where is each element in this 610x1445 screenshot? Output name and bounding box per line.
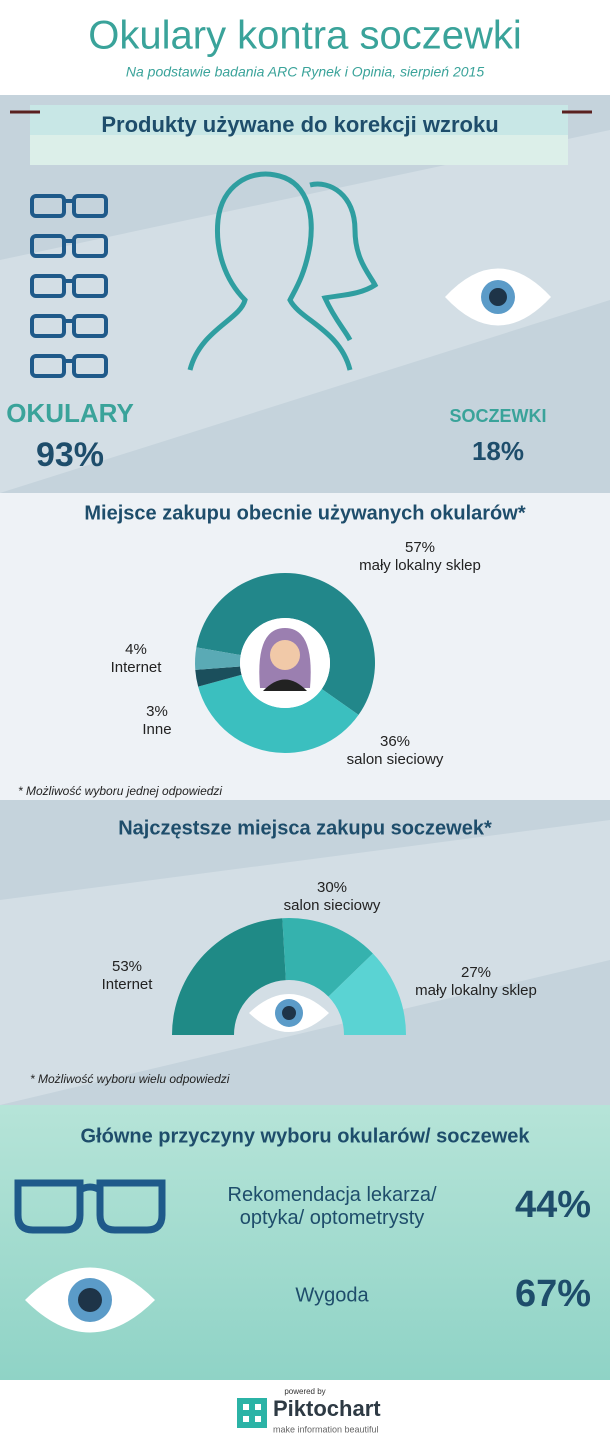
category-label: mały lokalny sklep bbox=[359, 557, 481, 574]
stat-label: SOCZEWKI bbox=[450, 406, 547, 426]
category-label: salon sieciowy bbox=[347, 751, 444, 768]
stat-value: 18% bbox=[472, 436, 524, 466]
header-bg bbox=[0, 0, 610, 95]
tagline: make information beautiful bbox=[273, 1424, 379, 1434]
reason-value: 67% bbox=[515, 1273, 591, 1315]
subtitle: Na podstawie badania ARC Rynek i Opinia,… bbox=[126, 64, 484, 80]
slice bbox=[195, 666, 242, 687]
footnote: * Możliwość wyboru jednej odpowiedzi bbox=[18, 784, 222, 798]
reason-label: optyka/ optometrysty bbox=[240, 1207, 425, 1229]
section-bg bbox=[0, 1105, 610, 1380]
eye-pupil bbox=[282, 1006, 296, 1020]
brand: Piktochart bbox=[273, 1396, 381, 1421]
section-title: Główne przyczyny wyboru okularów/ soczew… bbox=[80, 1125, 530, 1147]
value-label: 27% bbox=[461, 964, 491, 981]
reason-label: Wygoda bbox=[295, 1284, 369, 1306]
logo-icon bbox=[237, 1398, 267, 1428]
category-label: Inne bbox=[142, 721, 171, 738]
glasses-icon bbox=[14, 1179, 166, 1234]
value-label: 3% bbox=[146, 703, 168, 720]
category-label: Internet bbox=[111, 659, 163, 676]
slice bbox=[328, 953, 406, 1035]
value-label: 4% bbox=[125, 641, 147, 658]
chart-title: Najczęstsze miejsca zakupu soczewek* bbox=[118, 817, 492, 839]
banner-top bbox=[30, 105, 568, 135]
eye-icon bbox=[25, 1267, 155, 1333]
reason-label: Rekomendacja lekarza/ bbox=[228, 1184, 437, 1206]
stat-label: OKULARY bbox=[6, 398, 134, 428]
title: Okulary kontra soczewki bbox=[88, 14, 521, 58]
category-label: mały lokalny sklep bbox=[415, 982, 537, 999]
slice bbox=[196, 573, 375, 715]
footnote: * Możliwość wyboru wielu odpowiedzi bbox=[30, 1072, 230, 1086]
category-label: salon sieciowy bbox=[284, 897, 381, 914]
category-label: Internet bbox=[102, 976, 154, 993]
chart-title: Miejsce zakupu obecnie używanych okularó… bbox=[84, 502, 525, 524]
value-label: 57% bbox=[405, 539, 435, 556]
reason-value: 44% bbox=[515, 1184, 591, 1226]
section-title: Produkty używane do korekcji wzroku bbox=[101, 112, 498, 137]
eye-icon bbox=[445, 268, 551, 326]
value-label: 30% bbox=[317, 879, 347, 896]
value-label: 53% bbox=[112, 958, 142, 975]
heads-icon bbox=[187, 171, 379, 371]
slice bbox=[198, 674, 359, 754]
slice bbox=[195, 647, 241, 670]
decor bbox=[0, 130, 610, 493]
avatar-face bbox=[270, 640, 300, 670]
footer-bg bbox=[0, 1380, 610, 1440]
powered-by: powered by bbox=[284, 1387, 325, 1396]
value-label: 36% bbox=[380, 733, 410, 750]
slice bbox=[172, 918, 286, 1035]
stat-value: 93% bbox=[36, 436, 104, 474]
avatar-body bbox=[263, 679, 307, 691]
slice bbox=[282, 917, 373, 997]
